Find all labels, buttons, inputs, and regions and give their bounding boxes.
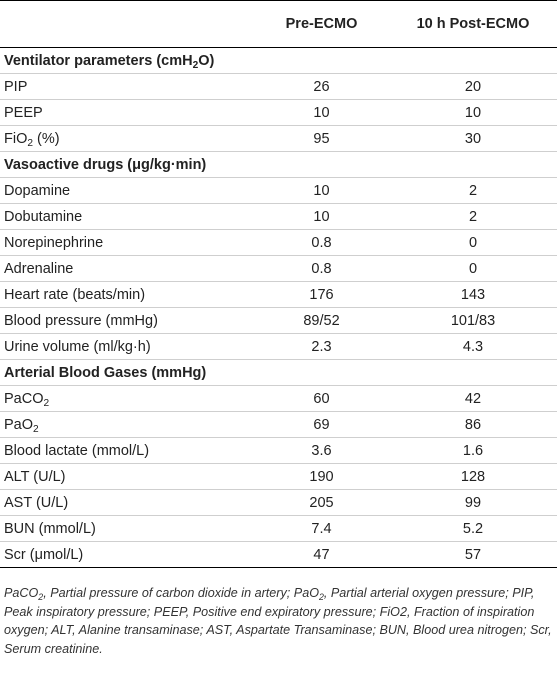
parameter-label: Blood pressure (mmHg) xyxy=(0,307,254,334)
pre-ecmo-value xyxy=(254,359,389,386)
post-ecmo-value: 1.6 xyxy=(389,437,557,464)
table-row: Norepinephrine 0.8 0 xyxy=(0,229,557,256)
table-row: Urine volume (ml/kg·h) 2.3 4.3 xyxy=(0,333,557,360)
parameter-label: ALT (U/L) xyxy=(0,463,254,490)
section-label: Ventilator parameters (cmH2O) xyxy=(0,47,254,74)
pre-ecmo-value: 60 xyxy=(254,385,389,412)
pre-ecmo-value: 0.8 xyxy=(254,255,389,282)
post-ecmo-value: 4.3 xyxy=(389,333,557,360)
parameter-label: Urine volume (ml/kg·h) xyxy=(0,333,254,360)
parameter-label: FiO2 (%) xyxy=(0,125,254,152)
pre-ecmo-value: 89/52 xyxy=(254,307,389,334)
table-footnote: PaCO2, Partial pressure of carbon dioxid… xyxy=(4,584,553,658)
table-row: Dobutamine 10 2 xyxy=(0,203,557,230)
footnote-text: PaCO xyxy=(4,586,39,600)
pre-ecmo-value: 47 xyxy=(254,541,389,568)
parameter-label: BUN (mmol/L) xyxy=(0,515,254,542)
post-ecmo-value: 2 xyxy=(389,203,557,230)
pre-ecmo-value xyxy=(254,47,389,74)
pre-ecmo-value: 190 xyxy=(254,463,389,490)
post-ecmo-value xyxy=(389,359,557,386)
post-ecmo-value: 2 xyxy=(389,177,557,204)
footnote-subscript: 2 xyxy=(319,592,324,602)
section-label: Vasoactive drugs (μg/kg·min) xyxy=(0,151,254,178)
parameter-label: Heart rate (beats/min) xyxy=(0,281,254,308)
table-row: Adrenaline 0.8 0 xyxy=(0,255,557,282)
table-row: PEEP 10 10 xyxy=(0,99,557,126)
pre-ecmo-value: 3.6 xyxy=(254,437,389,464)
table-row: ALT (U/L) 190 128 xyxy=(0,463,557,490)
header-pre-ecmo: Pre-ECMO xyxy=(254,0,389,48)
parameter-label: PEEP xyxy=(0,99,254,126)
post-ecmo-value: 57 xyxy=(389,541,557,568)
post-ecmo-value: 143 xyxy=(389,281,557,308)
table-row: PIP 26 20 xyxy=(0,73,557,100)
parameter-label: PaCO2 xyxy=(0,385,254,412)
pre-ecmo-value xyxy=(254,151,389,178)
parameter-label: Blood lactate (mmol/L) xyxy=(0,437,254,464)
table-row: AST (U/L) 205 99 xyxy=(0,489,557,516)
post-ecmo-value xyxy=(389,151,557,178)
table-row: PaO2 69 86 xyxy=(0,411,557,438)
table-row: Dopamine 10 2 xyxy=(0,177,557,204)
post-ecmo-value xyxy=(389,47,557,74)
pre-ecmo-value: 26 xyxy=(254,73,389,100)
pre-ecmo-value: 95 xyxy=(254,125,389,152)
parameter-label: Dobutamine xyxy=(0,203,254,230)
pre-ecmo-value: 7.4 xyxy=(254,515,389,542)
table-row: PaCO2 60 42 xyxy=(0,385,557,412)
table-header-row: Pre-ECMO 10 h Post-ECMO xyxy=(0,0,557,48)
pre-ecmo-value: 2.3 xyxy=(254,333,389,360)
table-row: Heart rate (beats/min) 176 143 xyxy=(0,281,557,308)
parameter-label: Dopamine xyxy=(0,177,254,204)
table-body: Ventilator parameters (cmH2O) PIP 26 20 PEEP… xyxy=(0,47,557,568)
pre-ecmo-value: 0.8 xyxy=(254,229,389,256)
pre-ecmo-value: 10 xyxy=(254,177,389,204)
parameter-label: Norepinephrine xyxy=(0,229,254,256)
post-ecmo-value: 10 xyxy=(389,99,557,126)
section-header-row: Arterial Blood Gases (mmHg) xyxy=(0,359,557,386)
parameter-label: PIP xyxy=(0,73,254,100)
table-row: BUN (mmol/L) 7.4 5.2 xyxy=(0,515,557,542)
table-row: Blood pressure (mmHg) 89/52 101/83 xyxy=(0,307,557,334)
footnote-text: , Partial pressure of carbon dioxide in … xyxy=(43,586,319,600)
header-post-ecmo: 10 h Post-ECMO xyxy=(389,0,557,48)
header-parameter xyxy=(0,0,254,48)
post-ecmo-value: 99 xyxy=(389,489,557,516)
parameter-label: AST (U/L) xyxy=(0,489,254,516)
post-ecmo-value: 0 xyxy=(389,229,557,256)
pre-ecmo-value: 10 xyxy=(254,99,389,126)
table-row: Scr (μmol/L) 47 57 xyxy=(0,541,557,568)
table-row: FiO2 (%) 95 30 xyxy=(0,125,557,152)
footnote-subscript: 2 xyxy=(38,592,44,602)
post-ecmo-value: 5.2 xyxy=(389,515,557,542)
post-ecmo-value: 101/83 xyxy=(389,307,557,334)
parameter-label: Adrenaline xyxy=(0,255,254,282)
footnote-text: , Partial arterial oxygen pressure; PIP,… xyxy=(4,586,552,656)
clinical-parameters-table: Pre-ECMO 10 h Post-ECMO Ventilator param… xyxy=(0,0,557,568)
post-ecmo-value: 42 xyxy=(389,385,557,412)
post-ecmo-value: 128 xyxy=(389,463,557,490)
post-ecmo-value: 30 xyxy=(389,125,557,152)
section-header-row: Vasoactive drugs (μg/kg·min) xyxy=(0,151,557,178)
parameter-label: Scr (μmol/L) xyxy=(0,541,254,568)
table-row: Blood lactate (mmol/L) 3.6 1.6 xyxy=(0,437,557,464)
pre-ecmo-value: 205 xyxy=(254,489,389,516)
post-ecmo-value: 20 xyxy=(389,73,557,100)
post-ecmo-value: 0 xyxy=(389,255,557,282)
post-ecmo-value: 86 xyxy=(389,411,557,438)
pre-ecmo-value: 10 xyxy=(254,203,389,230)
pre-ecmo-value: 69 xyxy=(254,411,389,438)
pre-ecmo-value: 176 xyxy=(254,281,389,308)
parameter-label: PaO2 xyxy=(0,411,254,438)
section-header-row: Ventilator parameters (cmH2O) xyxy=(0,47,557,74)
section-label: Arterial Blood Gases (mmHg) xyxy=(0,359,254,386)
